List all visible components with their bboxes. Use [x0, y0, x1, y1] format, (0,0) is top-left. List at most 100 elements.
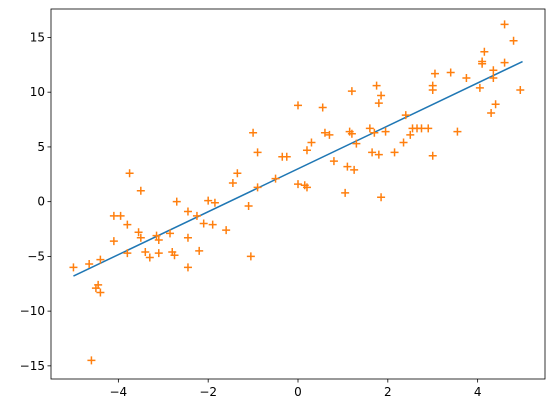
axes: −4 −2 0 2 4 −15 −10 −5 0 5 10 15 — [20, 8, 546, 399]
data-point — [123, 220, 132, 229]
data-point — [368, 148, 377, 157]
data-point — [170, 251, 179, 260]
x-tick-label: −4 — [110, 385, 128, 399]
data-point — [417, 124, 426, 133]
y-tick-label: 0 — [37, 195, 45, 209]
data-point — [453, 127, 462, 136]
fit-line — [73, 60, 523, 277]
data-point — [491, 100, 500, 109]
data-point — [195, 246, 204, 255]
data-point — [253, 148, 262, 157]
data-point — [341, 188, 350, 197]
data-point — [96, 288, 105, 297]
data-point — [166, 229, 175, 238]
data-point — [480, 47, 489, 56]
data-point — [228, 179, 237, 188]
data-point — [372, 81, 381, 90]
data-point — [69, 263, 78, 272]
data-point — [399, 138, 408, 147]
data-point — [134, 228, 143, 237]
plot-frame — [50, 8, 546, 380]
data-point — [500, 20, 509, 29]
data-point — [347, 129, 356, 138]
data-point — [199, 219, 208, 228]
data-point — [430, 69, 439, 78]
data-point — [390, 148, 399, 157]
data-point — [516, 86, 525, 95]
y-tick-label: −15 — [20, 359, 45, 373]
data-point — [123, 249, 132, 258]
data-point — [94, 280, 103, 289]
data-point — [282, 152, 291, 161]
data-point — [222, 226, 231, 235]
data-point — [210, 198, 219, 207]
data-point — [307, 138, 316, 147]
data-point — [183, 233, 192, 242]
data-point — [406, 130, 415, 139]
data-point — [489, 66, 498, 75]
data-point — [343, 162, 352, 171]
data-point — [352, 139, 361, 148]
data-point — [424, 124, 433, 133]
data-point — [253, 183, 262, 192]
data-point — [208, 220, 217, 229]
data-point — [446, 68, 455, 77]
data-point — [172, 197, 181, 206]
data-point — [136, 186, 145, 195]
data-point — [109, 237, 118, 246]
data-point — [204, 196, 213, 205]
y-tick-label: 15 — [30, 30, 45, 44]
data-point — [500, 58, 509, 67]
data-layer — [69, 20, 525, 365]
data-point — [370, 128, 379, 137]
data-point — [318, 103, 327, 112]
data-point — [271, 174, 280, 183]
data-point — [85, 260, 94, 269]
data-point — [302, 146, 311, 155]
data-point — [302, 183, 311, 192]
data-point — [347, 87, 356, 96]
data-point — [294, 180, 302, 189]
data-point — [377, 193, 386, 202]
y-tick-label: −10 — [20, 304, 45, 318]
data-point — [487, 108, 496, 117]
x-tick-label: 4 — [474, 385, 482, 399]
data-point — [329, 157, 338, 166]
y-tick-label: −5 — [27, 249, 45, 263]
x-tick-label: 0 — [294, 385, 302, 399]
data-point — [154, 249, 163, 258]
data-point — [350, 165, 359, 174]
data-point — [145, 253, 154, 262]
data-point — [96, 255, 105, 264]
data-point — [462, 73, 471, 82]
data-point — [428, 151, 437, 160]
data-point — [109, 211, 118, 220]
data-point — [154, 235, 163, 244]
data-point — [183, 263, 192, 272]
data-point — [320, 128, 329, 137]
data-point — [125, 169, 134, 178]
data-point — [136, 233, 145, 242]
data-point — [509, 36, 518, 45]
y-tick-label: 5 — [37, 140, 45, 154]
data-point — [183, 207, 192, 216]
data-point — [294, 101, 302, 110]
data-point — [401, 111, 410, 120]
data-point — [192, 211, 201, 220]
data-point — [116, 211, 125, 220]
data-point — [365, 124, 374, 133]
x-tick-label: 2 — [384, 385, 392, 399]
data-point — [141, 248, 150, 257]
x-tick-label: −2 — [199, 385, 217, 399]
y-tick-label: 10 — [30, 85, 45, 99]
data-point — [246, 252, 255, 261]
data-point — [377, 91, 386, 100]
data-point — [374, 150, 383, 159]
data-point — [478, 57, 487, 66]
data-point — [249, 128, 258, 137]
data-point — [244, 202, 253, 211]
data-point — [381, 127, 390, 136]
data-point — [428, 86, 437, 95]
data-point — [152, 231, 161, 240]
